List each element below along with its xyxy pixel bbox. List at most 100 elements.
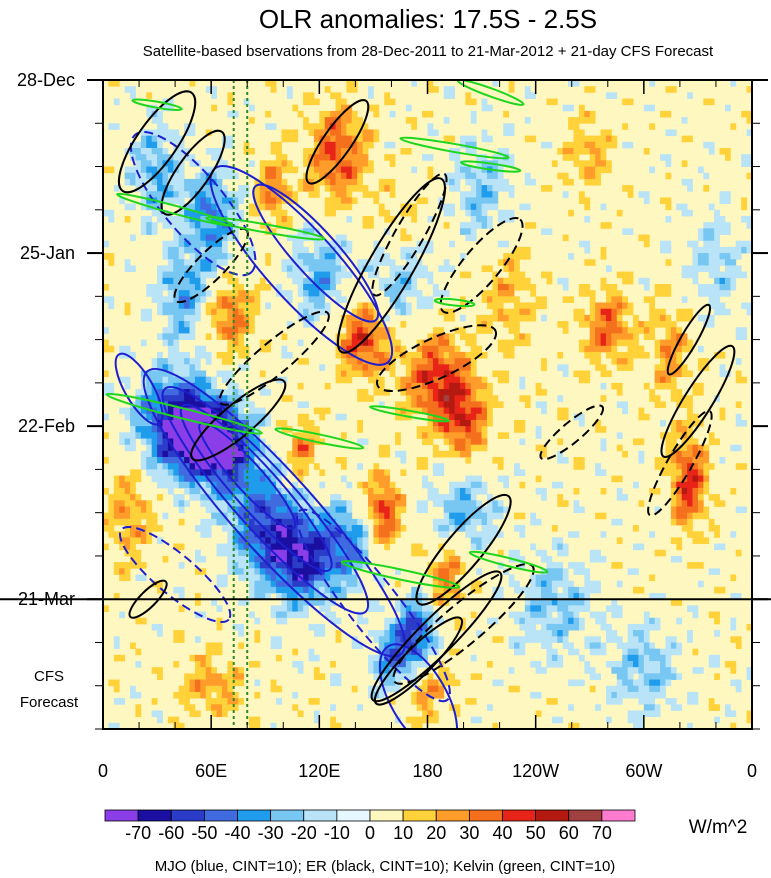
field-cell [378,327,385,334]
field-cell [438,382,445,390]
field-cell [595,419,601,427]
field-cell [497,277,504,285]
field-cell [497,432,504,439]
field-cell [140,525,147,532]
field-cell [346,160,353,167]
field-cell [194,370,201,378]
field-cell [676,463,683,470]
field-cell [254,432,261,439]
field-cell [265,525,272,532]
field-cell [178,500,185,507]
field-cell [362,259,369,266]
field-cell [681,364,688,371]
field-cell [286,593,293,600]
field-cell [384,525,391,532]
field-cell [221,469,228,476]
field-cell [714,630,720,637]
field-cell [205,265,212,273]
field-cell [573,129,580,137]
field-cell [643,685,650,693]
field-cell [546,574,553,582]
field-cell [746,623,752,631]
field-cell [422,426,428,433]
field-cell [346,123,353,130]
field-cell [184,178,190,186]
field-cell [395,506,401,514]
field-cell [119,487,126,495]
field-cell [643,673,650,680]
field-cell [357,463,363,470]
field-cell [681,512,688,520]
field-cell [676,351,683,359]
field-cell [368,364,374,371]
field-cell [173,178,180,186]
field-cell [281,593,288,600]
field-cell [719,351,726,359]
field-cell [373,376,380,384]
field-cell [459,333,466,340]
field-cell [449,413,455,421]
field-cell [211,92,217,99]
field-cell [449,506,455,514]
field-cell [676,648,683,656]
field-cell [616,327,623,334]
field-cell [221,389,228,396]
field-cell [270,642,277,650]
field-cell [687,518,693,526]
field-cell [221,327,228,334]
field-cell [254,593,261,600]
field-cell [130,147,136,155]
field-cell [697,450,704,458]
field-cell [438,376,445,384]
field-cell [595,147,601,155]
field-cell [438,345,445,353]
field-cell [216,432,223,439]
field-cell [389,154,396,161]
field-cell [568,209,574,217]
field-cell [189,271,196,279]
field-cell [205,147,212,155]
field-cell [313,160,320,167]
field-cell [438,333,445,340]
field-cell [324,277,331,285]
field-cell [297,185,304,192]
field-cell [676,457,683,464]
field-cell [189,419,196,427]
field-cell [670,518,677,526]
field-cell [124,172,131,180]
field-cell [524,117,531,124]
field-cell [319,506,326,514]
field-cell [660,432,666,439]
field-cell [313,654,320,662]
field-cell [622,185,629,192]
field-cell [643,321,650,328]
field-cell [449,586,455,594]
field-cell [346,500,353,507]
field-cell [205,667,212,674]
field-cell [313,673,320,680]
field-cell [221,487,228,495]
field-cell [681,296,688,303]
field-cell [151,419,158,427]
field-cell [319,302,326,310]
field-cell [600,253,607,260]
field-cell [422,351,428,359]
field-cell [578,290,585,297]
field-cell [633,438,639,446]
field-cell [227,543,234,551]
field-cell [508,321,515,328]
field-cell [297,605,304,612]
field-cell [633,327,639,334]
field-cell [486,500,493,507]
field-cell [524,339,531,347]
field-cell [103,296,109,303]
field-cell [670,463,677,470]
field-cell [589,321,596,328]
field-cell [173,197,180,205]
field-cell [238,562,245,569]
field-cell [200,228,207,235]
field-cell [249,580,255,588]
field-cell [340,185,347,192]
field-cell [714,265,720,273]
field-cell [259,339,266,347]
